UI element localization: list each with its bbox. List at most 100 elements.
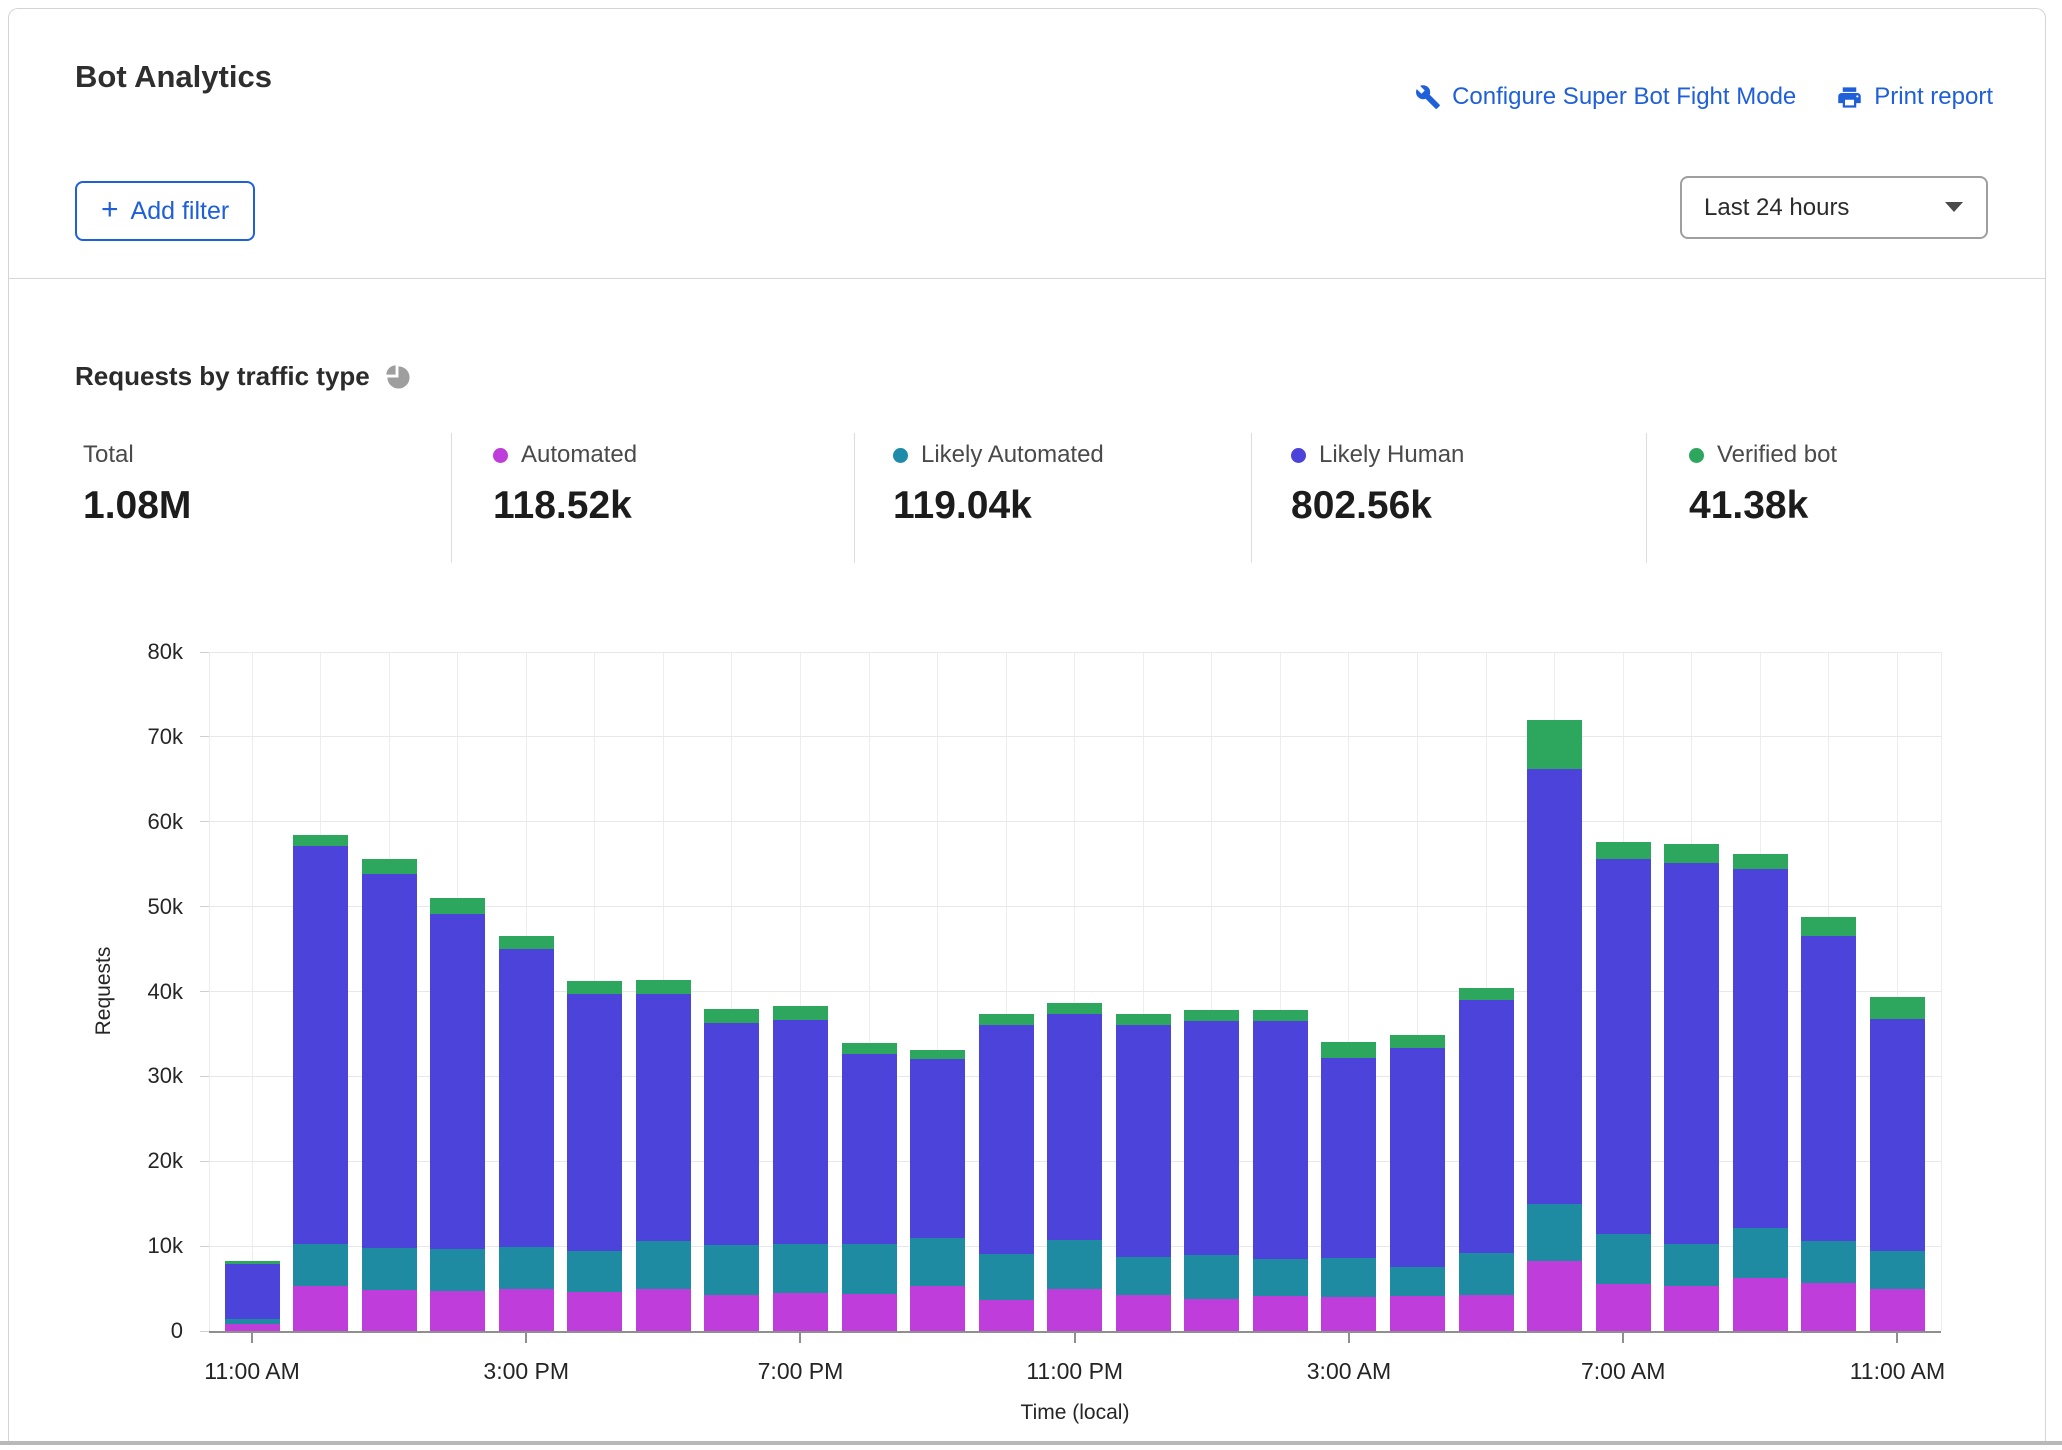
bar-segment-automated [224,1324,280,1331]
chart-bar[interactable] [1252,1010,1308,1331]
chart-bar[interactable] [772,1005,828,1331]
chart-bar[interactable] [498,936,554,1331]
bar-segment-automated [635,1289,691,1331]
stat-block-automated: Automated 118.52k [493,439,637,528]
vertical-gridline [1940,652,1942,1331]
chart-bar[interactable] [1801,916,1857,1331]
bar-segment-likely-automated [361,1247,417,1291]
y-axis-label: 30k [147,1063,183,1089]
chart-bar[interactable] [567,980,623,1331]
stat-value: 1.08M [83,484,192,527]
time-range-select[interactable]: Last 24 hours [1680,176,1988,239]
bar-segment-likely-automated [1732,1228,1788,1278]
bar-segment-verified-bot [1732,854,1788,870]
bar-segment-likely-human [567,994,623,1252]
bar-segment-likely-human [293,846,349,1244]
chart-bar[interactable] [978,1014,1034,1331]
y-axis-label: 50k [147,893,183,919]
y-tick-mark [200,1330,209,1332]
bar-segment-verified-bot [1869,996,1925,1019]
chart-bar[interactable] [1869,996,1925,1331]
configure-link-label: Configure Super Bot Fight Mode [1452,83,1797,110]
bar-segment-likely-human [1252,1021,1308,1259]
x-tick-mark [251,1333,253,1343]
y-tick-mark [200,821,209,823]
bar-segment-likely-automated [1458,1252,1514,1296]
bar-segment-likely-human [430,914,486,1249]
bar-segment-verified-bot [1664,843,1720,863]
bar-segment-likely-automated [978,1253,1034,1300]
y-tick-mark [200,1075,209,1077]
bar-segment-likely-human [1458,1000,1514,1253]
bar-segment-likely-automated [498,1246,554,1289]
bar-segment-likely-automated [1252,1258,1308,1297]
chart-bar[interactable] [841,1043,897,1331]
pie-chart-icon [384,363,411,390]
bar-segment-likely-human [1184,1021,1240,1256]
chart-bar[interactable] [1184,1010,1240,1331]
header-divider [9,278,2045,279]
bar-segment-likely-human [1321,1057,1377,1259]
bar-segment-automated [1664,1286,1720,1331]
stat-value: 119.04k [893,484,1032,527]
page-title: Bot Analytics [75,59,272,94]
chart-bar[interactable] [1595,842,1651,1331]
chart-bar[interactable] [1047,1003,1103,1331]
configure-super-bot-fight-mode-link[interactable]: Configure Super Bot Fight Mode [1415,83,1796,111]
chart-bar[interactable] [293,834,349,1331]
chart-bar[interactable] [1732,854,1788,1331]
print-report-link[interactable]: Print report [1836,83,1993,111]
bar-segment-verified-bot [978,1014,1034,1026]
plus-icon: + [101,192,119,226]
chart-bar[interactable] [635,979,691,1331]
bar-segment-likely-automated [293,1243,349,1287]
stat-divider [1251,433,1252,563]
chart-bar[interactable] [430,898,486,1331]
bar-segment-automated [498,1288,554,1331]
printer-icon [1836,84,1863,111]
chart-bar[interactable] [704,1009,760,1331]
print-link-label: Print report [1874,83,1993,110]
add-filter-button[interactable]: + Add filter [75,181,256,241]
chart-bar[interactable] [1321,1042,1377,1331]
bar-segment-likely-automated [1047,1240,1103,1289]
chart-bar[interactable] [1115,1014,1171,1331]
bar-segment-automated [293,1286,349,1331]
x-tick-mark [1622,1333,1625,1343]
section-title-label: Requests by traffic type [75,361,370,391]
chart-bar[interactable] [910,1050,966,1331]
y-axis-label: 20k [147,1148,183,1174]
chart-bar[interactable] [1390,1034,1446,1331]
legend-dot-verified-bot [1689,447,1704,463]
stat-label: Automated [521,441,638,468]
chart-bar[interactable] [1527,719,1583,1331]
bar-segment-verified-bot [498,936,554,950]
bar-segment-verified-bot [910,1050,966,1060]
bar-segment-automated [1458,1295,1514,1331]
stat-block-verified-bot: Verified bot 41.38k [1689,439,1837,528]
bar-segment-likely-human [1527,769,1583,1204]
bar-segment-automated [430,1291,486,1331]
bar-segment-verified-bot [1390,1034,1446,1048]
chart-bar[interactable] [1664,843,1720,1331]
bar-segment-verified-bot [1458,988,1514,1000]
y-tick-mark [200,991,209,992]
stat-divider [451,433,452,563]
bar-segment-automated [1390,1296,1446,1331]
bar-segment-likely-automated [1801,1241,1857,1283]
stat-block-likely-human: Likely Human 802.56k [1291,439,1464,528]
chart-bar[interactable] [224,1260,280,1331]
time-range-value: Last 24 hours [1704,193,1850,221]
x-axis-label: 11:00 AM [1849,1358,1946,1384]
bar-segment-verified-bot [293,834,349,847]
bar-segment-automated [1801,1282,1857,1331]
x-axis-label: 7:00 PM [757,1358,844,1384]
chart-bar[interactable] [1458,988,1514,1331]
bar-segment-likely-human [1115,1025,1171,1258]
x-axis-label: 11:00 AM [204,1358,300,1384]
x-tick-mark [1896,1333,1899,1343]
bar-segment-automated [1115,1294,1171,1331]
chart-bar[interactable] [361,859,417,1331]
bar-segment-automated [1595,1284,1651,1331]
x-axis-label: 11:00 PM [1026,1358,1124,1384]
